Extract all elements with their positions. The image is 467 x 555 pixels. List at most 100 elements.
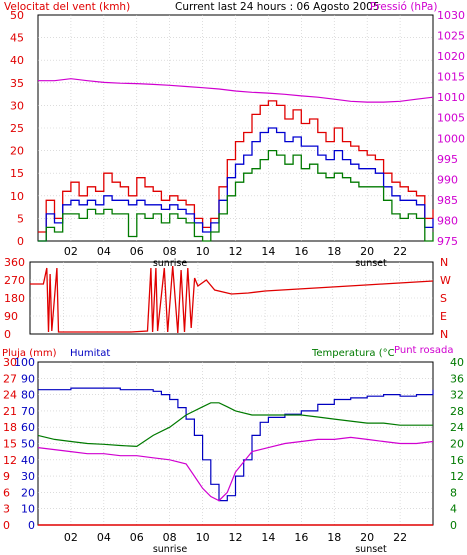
x-tick-label-bottom: 16: [294, 531, 308, 544]
pressure-y-tick: 1015: [437, 71, 465, 84]
pressure-y-tick: 990: [437, 173, 458, 186]
direction-y-tick: 0: [4, 328, 11, 341]
temperature-y-tick: 8: [450, 486, 457, 499]
x-tick-label-bottom: 02: [64, 531, 78, 544]
wind-y-tick: 40: [10, 54, 24, 67]
x-tick-label-top: 08: [163, 245, 177, 258]
x-tick-label-top: 04: [97, 245, 111, 258]
rain-y-tick: 12: [3, 454, 17, 467]
rain-y-tick: 9: [3, 470, 10, 483]
pressure-y-tick: 1005: [437, 112, 465, 125]
wind-y-tick: 35: [10, 77, 24, 90]
sunrise-label-bottom: sunrise: [153, 544, 187, 555]
pressure-y-tick: 1010: [437, 91, 465, 104]
humidity-y-tick: 10: [21, 503, 35, 516]
temperature-y-tick: 0: [450, 519, 457, 532]
chart-title: Current last 24 hours : 06 Agosto 2005: [175, 1, 380, 13]
x-tick-label-top: 22: [393, 245, 407, 258]
pressure-y-tick: 985: [437, 194, 458, 207]
rain-y-tick: 18: [3, 421, 17, 434]
x-tick-label-bottom: 12: [229, 531, 243, 544]
humidity-y-tick: 20: [21, 486, 35, 499]
x-tick-label-top: 20: [360, 245, 374, 258]
pressure-y-tick: 1020: [437, 50, 465, 63]
compass-label: W: [440, 274, 451, 287]
x-tick-label-bottom: 06: [130, 531, 144, 544]
pressure-y-tick: 1030: [437, 9, 465, 22]
temperature-label: Temperatura (°C: [311, 348, 395, 359]
compass-label: E: [440, 310, 447, 323]
wind-gust-line: [38, 100, 434, 233]
x-tick-label-bottom: 08: [163, 531, 177, 544]
wind-y-tick: 20: [10, 145, 24, 158]
x-tick-label-top: 10: [196, 245, 210, 258]
humidity-y-tick: 80: [21, 389, 35, 402]
wind-y-tick: 15: [10, 167, 24, 180]
temperature-y-tick: 28: [450, 405, 464, 418]
wind-y-tick: 30: [10, 99, 24, 112]
wind-speed-title: Velocitat del vent (kmh): [4, 1, 130, 13]
wind-y-tick: 10: [10, 190, 24, 203]
dewpoint-label: Punt rosada: [394, 345, 453, 356]
x-tick-label-top: 18: [327, 245, 341, 258]
direction-y-tick: 180: [4, 292, 25, 305]
pressure-y-tick: 1025: [437, 30, 465, 43]
wind-direction-line: [30, 265, 434, 334]
humidity-line: [38, 387, 434, 502]
temperature-y-tick: 16: [450, 454, 464, 467]
temperature-y-tick: 20: [450, 438, 464, 451]
humidity-y-tick: 70: [21, 405, 35, 418]
x-tick-label-top: 14: [261, 245, 275, 258]
humidity-y-tick: 0: [28, 519, 35, 532]
wind-y-tick: 50: [10, 9, 24, 22]
x-tick-label-bottom: 10: [196, 531, 210, 544]
x-tick-label-bottom: 14: [261, 531, 275, 544]
x-tick-label-bottom: 04: [97, 531, 111, 544]
temperature-y-tick: 32: [450, 389, 464, 402]
humidity-y-tick: 30: [21, 470, 35, 483]
pressure-y-tick: 975: [437, 235, 458, 248]
rain-y-tick: 21: [3, 405, 17, 418]
humidity-y-tick: 60: [21, 421, 35, 434]
humidity-y-tick: 100: [14, 356, 35, 369]
x-tick-label-bottom: 18: [327, 531, 341, 544]
direction-y-tick: 90: [4, 310, 18, 323]
wind-y-tick: 5: [17, 212, 24, 225]
x-tick-label-top: 16: [294, 245, 308, 258]
sunset-label-bottom: sunset: [355, 544, 387, 555]
x-tick-label-top: 06: [130, 245, 144, 258]
compass-label: N: [440, 256, 448, 269]
humidity-y-tick: 50: [21, 438, 35, 451]
rain-y-tick: 6: [3, 486, 10, 499]
wind-minimum-line: [38, 149, 434, 242]
compass-label: S: [440, 292, 447, 305]
pressure-title: Pressió (hPa): [370, 1, 437, 13]
pressure-y-tick: 980: [437, 214, 458, 227]
wind-average-line: [38, 127, 434, 242]
direction-y-tick: 360: [4, 256, 25, 269]
wind-y-tick: 25: [10, 122, 24, 135]
compass-label: N: [440, 328, 448, 341]
temperature-y-tick: 24: [450, 421, 464, 434]
rain-y-tick: 27: [3, 372, 17, 385]
pressure-line: [38, 78, 434, 103]
humidity-y-tick: 90: [21, 372, 35, 385]
pressure-y-tick: 995: [437, 153, 458, 166]
rain-y-tick: 0: [3, 519, 10, 532]
temperature-y-tick: 12: [450, 470, 464, 483]
sunrise-label-top: sunrise: [153, 258, 187, 269]
x-tick-label-top: 02: [64, 245, 78, 258]
direction-y-tick: 270: [4, 274, 25, 287]
pressure-y-tick: 1000: [437, 132, 465, 145]
x-tick-label-bottom: 20: [360, 531, 374, 544]
sunset-label-top: sunset: [355, 258, 387, 269]
rain-y-tick: 3: [3, 503, 10, 516]
temperature-y-tick: 36: [450, 372, 464, 385]
temperature-line: [37, 402, 433, 448]
wind-y-tick: 45: [10, 32, 24, 45]
humidity-label: Humitat: [70, 348, 110, 359]
x-tick-label-top: 12: [229, 245, 243, 258]
x-tick-label-bottom: 22: [393, 531, 407, 544]
rain-y-tick: 30: [3, 356, 17, 369]
